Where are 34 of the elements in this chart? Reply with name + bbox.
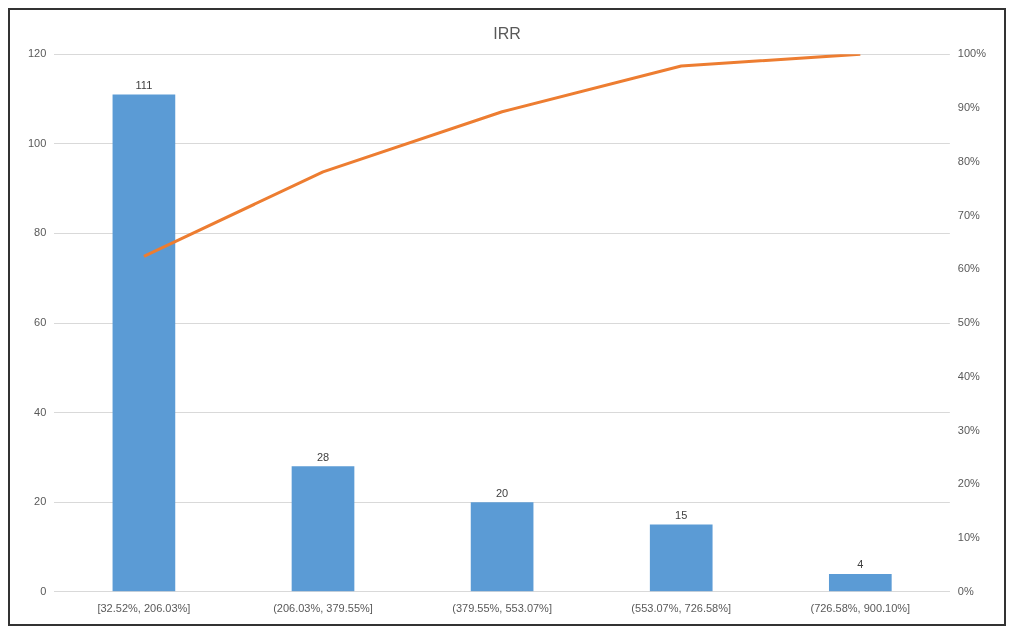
y-tick-label: 40 xyxy=(34,405,47,418)
bar xyxy=(649,524,713,592)
bar xyxy=(470,502,534,592)
x-tick-label: (726.58%, 900.10%] xyxy=(810,602,911,615)
y2-tick-label: 80% xyxy=(957,154,981,167)
y-tick-label: 100 xyxy=(27,136,47,149)
x-tick-label: (553.07%, 726.58%] xyxy=(631,602,732,615)
y2-tick-label: 10% xyxy=(957,531,981,544)
y2-tick-label: 40% xyxy=(957,369,981,382)
y2-tick-label: 90% xyxy=(957,100,981,113)
x-tick-label: (206.03%, 379.55%] xyxy=(273,602,373,615)
y-tick-label: 80 xyxy=(34,226,47,239)
bar xyxy=(112,94,176,592)
x-tick-label: (379.55%, 553.07%] xyxy=(452,602,552,615)
data-label: 28 xyxy=(316,450,330,463)
y2-tick-label: 0% xyxy=(957,584,974,597)
y2-tick-label: 100% xyxy=(957,47,987,60)
y2-tick-label: 50% xyxy=(957,316,981,329)
y-tick-label: 0 xyxy=(40,584,47,597)
bar xyxy=(291,466,355,592)
y2-tick-label: 30% xyxy=(957,423,981,436)
y2-tick-label: 70% xyxy=(957,208,981,221)
y-tick-label: 60 xyxy=(34,316,47,329)
y2-tick-label: 60% xyxy=(957,262,981,275)
data-label: 4 xyxy=(857,558,864,571)
data-label: 15 xyxy=(675,509,688,522)
y-tick-label: 20 xyxy=(34,495,47,508)
data-label: 111 xyxy=(135,79,153,92)
x-tick-label: [32.52%, 206.03%] xyxy=(97,602,191,615)
data-label: 20 xyxy=(495,486,509,499)
y-tick-label: 120 xyxy=(27,47,47,60)
chart-title: IRR xyxy=(493,25,521,43)
bar xyxy=(828,573,892,592)
y2-tick-label: 20% xyxy=(957,477,981,490)
